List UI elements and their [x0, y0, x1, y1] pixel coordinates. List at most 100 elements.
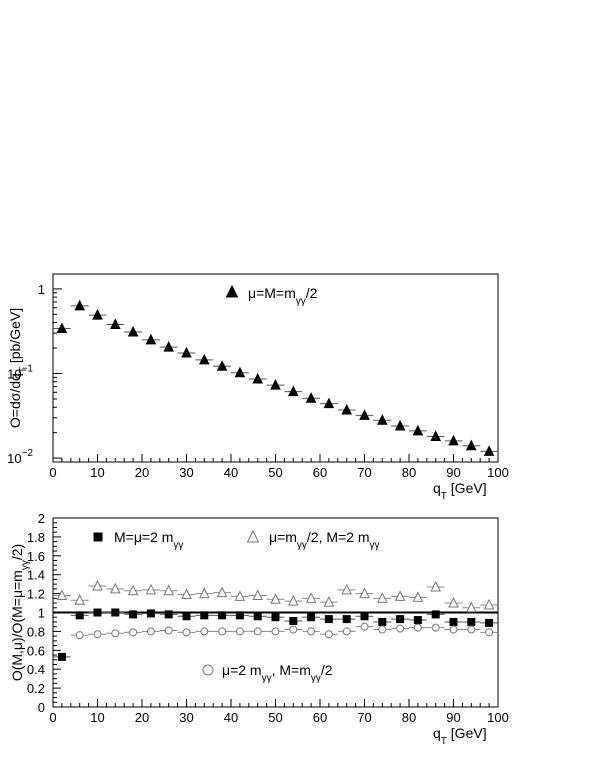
data-point	[198, 353, 210, 365]
data-point	[129, 628, 138, 637]
x-tick-label: 10	[90, 710, 104, 725]
y-tick-label: 1.6	[27, 549, 45, 564]
data-point	[483, 445, 495, 456]
data-point	[485, 628, 494, 637]
data-point	[92, 579, 103, 591]
x-tick-label: 10	[90, 465, 104, 480]
data-point	[342, 615, 351, 624]
data-point	[75, 631, 84, 640]
legend-marker	[225, 284, 239, 298]
data-point	[200, 611, 209, 620]
x-tick-label: 70	[357, 465, 371, 480]
data-point	[449, 617, 458, 626]
x-tick-label: 100	[487, 710, 509, 725]
data-point	[129, 610, 138, 619]
data-point	[235, 611, 244, 620]
x-tick-label: 90	[446, 710, 460, 725]
data-point	[127, 325, 139, 337]
data-point	[287, 595, 299, 606]
data-point	[270, 378, 281, 390]
data-point	[75, 611, 84, 620]
data-point	[216, 360, 228, 371]
data-point	[305, 592, 317, 603]
y-tick-label: 1.8	[27, 530, 45, 545]
data-point	[359, 409, 370, 420]
data-point	[253, 627, 262, 636]
x-tick-label: 80	[402, 710, 416, 725]
y-tick-label: 0.4	[27, 662, 45, 677]
data-point	[234, 590, 246, 601]
data-point	[252, 589, 264, 600]
y-tick-label: 0.6	[27, 643, 45, 658]
data-point	[483, 598, 495, 610]
legend-label: μ=2 mγγ, M=mγγ/2	[222, 662, 333, 684]
x-tick-label: 0	[49, 465, 56, 480]
data-point	[412, 591, 424, 602]
top-panel: 0 10 20 30 40 50 60 70 80 90 100110−110−2μ=M=mγγ/2…	[7, 273, 509, 502]
data-point	[145, 583, 157, 595]
y-tick-label: 2	[38, 511, 45, 526]
series	[53, 608, 498, 661]
y-tick-label: 10−2	[7, 448, 33, 466]
data-point	[467, 625, 476, 634]
data-point	[396, 615, 405, 624]
y-tick-label: 1.2	[27, 587, 45, 602]
data-point	[181, 588, 192, 600]
data-point	[324, 615, 333, 624]
legend-marker	[93, 532, 103, 542]
data-point	[394, 419, 406, 431]
data-point	[360, 612, 369, 621]
x-tick-label: 20	[135, 710, 149, 725]
data-point	[289, 617, 298, 626]
data-point	[376, 592, 388, 603]
x-tick-label: 40	[224, 710, 238, 725]
data-point	[342, 627, 351, 636]
data-point	[449, 625, 458, 634]
data-point	[146, 627, 155, 636]
data-point	[234, 366, 246, 378]
data-point	[271, 627, 280, 636]
x-tick-label: 30	[179, 710, 193, 725]
data-point	[341, 403, 353, 415]
data-point	[413, 616, 422, 625]
legend-label: μ=mγγ/2, M=2 mγγ	[269, 529, 380, 551]
series	[70, 622, 498, 640]
data-point	[93, 630, 102, 639]
data-point	[111, 608, 120, 617]
data-point	[218, 627, 227, 636]
legend-marker	[246, 529, 260, 543]
data-point	[216, 586, 228, 598]
data-point	[485, 618, 494, 627]
y-tick-label: 1	[38, 606, 45, 621]
data-point	[164, 626, 173, 635]
y-tick-label: 0.2	[27, 681, 45, 696]
data-point	[305, 392, 317, 403]
data-point	[127, 584, 139, 596]
data-point	[360, 622, 369, 631]
data-point	[394, 590, 406, 601]
x-axis-title: qT [GeV]	[433, 480, 487, 502]
data-point	[287, 385, 299, 397]
data-point	[412, 424, 424, 436]
data-point	[182, 628, 191, 637]
data-point	[271, 613, 280, 622]
data-point	[163, 341, 175, 352]
data-point	[431, 610, 440, 619]
data-point	[341, 583, 353, 595]
data-point	[56, 322, 68, 334]
data-point	[307, 613, 316, 622]
x-tick-label: 50	[268, 710, 282, 725]
data-point	[430, 430, 442, 442]
data-point	[448, 434, 459, 446]
x-tick-label: 60	[313, 465, 327, 480]
x-tick-label: 80	[402, 465, 416, 480]
data-point	[431, 623, 440, 632]
x-tick-label: 20	[135, 465, 149, 480]
x-tick-label: 40	[224, 465, 238, 480]
data-point	[359, 587, 370, 599]
data-point	[57, 652, 66, 661]
data-point	[324, 630, 333, 639]
x-tick-label: 100	[487, 465, 509, 480]
bottom-panel: 0 10 20 30 40 50 60 70 80 90 100 0 0.2 0.4 0.6 0.8 1 1.2 1…	[9, 511, 509, 747]
